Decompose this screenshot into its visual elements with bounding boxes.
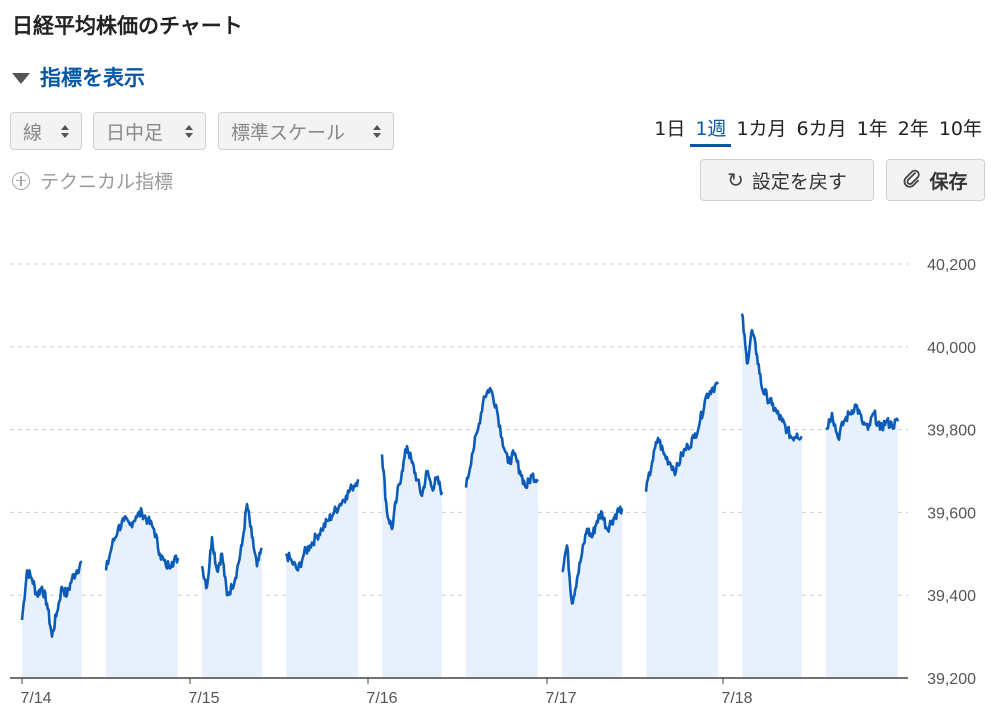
session-area [742, 313, 802, 678]
reset-button[interactable]: ↻ 設定を戻す [700, 159, 874, 201]
chart-type-select[interactable]: 線 [10, 112, 82, 150]
save-button[interactable]: 保存 [886, 159, 985, 201]
session-area [382, 446, 442, 678]
tab-1y[interactable]: 1年 [856, 118, 888, 140]
grid-layer [10, 263, 908, 596]
session-area [826, 404, 898, 678]
axis-layer: 40,200 40,000 39,800 39,600 39,400 39,200 7/14… [10, 257, 976, 707]
y-tick-label: 39,200 [927, 671, 976, 688]
save-label: 保存 [929, 170, 968, 193]
series-line [200, 502, 263, 597]
x-tick-label: 7/16 [366, 690, 397, 707]
y-tick-label: 39,400 [927, 588, 976, 605]
series-line [284, 479, 360, 572]
sort-arrows-icon [175, 124, 193, 138]
session-area [22, 561, 82, 678]
refresh-icon: ↻ [727, 168, 744, 192]
chart-type-value: 線 [23, 121, 43, 144]
scale-select[interactable]: 標準スケール [218, 112, 394, 150]
session-area [646, 382, 718, 678]
series-line [644, 381, 720, 492]
y-tick-label: 39,600 [927, 505, 976, 522]
tab-1m[interactable]: 1カ月 [736, 118, 787, 140]
tab-10y[interactable]: 10年 [938, 118, 982, 140]
tab-2y[interactable]: 2年 [897, 118, 929, 140]
session-area [562, 506, 622, 678]
x-tick-label: 7/15 [188, 690, 219, 707]
triangle-down-icon [12, 72, 30, 84]
session-area [106, 508, 178, 678]
paperclip-icon [903, 168, 921, 193]
session-area [466, 388, 538, 678]
tab-1w[interactable]: 1週 [690, 114, 732, 147]
series-line [20, 560, 83, 638]
series-line [104, 506, 180, 571]
x-tick-label: 7/18 [721, 690, 752, 707]
indicator-toggle[interactable]: 指標を表示 [12, 62, 145, 92]
series-line [825, 403, 900, 441]
reset-label: 設定を戻す [751, 170, 847, 193]
y-tick-label: 39,800 [927, 423, 976, 440]
period-tabs: 1日 1週 1カ月 6カ月 1年 2年 10年 [649, 114, 987, 147]
indicator-toggle-label: 指標を表示 [40, 66, 145, 90]
add-technical-indicator[interactable]: テクニカル指標 [12, 167, 173, 194]
series-line [561, 505, 624, 605]
series-line [740, 313, 803, 442]
area-layer [22, 313, 898, 678]
y-tick-label: 40,200 [927, 257, 976, 274]
session-area [202, 504, 262, 678]
tab-1d[interactable]: 1日 [654, 118, 686, 140]
technical-label: テクニカル指標 [40, 171, 174, 193]
sort-arrows-icon [363, 124, 381, 138]
session-area [286, 479, 358, 678]
series-line [464, 386, 539, 489]
plus-circle-icon [12, 171, 30, 190]
x-tick-label: 7/17 [545, 690, 576, 707]
interval-select[interactable]: 日中足 [93, 112, 206, 150]
page-title: 日経平均株価のチャート [12, 14, 243, 38]
interval-value: 日中足 [106, 121, 164, 144]
tab-6m[interactable]: 6カ月 [796, 118, 847, 140]
x-tick-label: 7/14 [20, 690, 51, 707]
scale-value: 標準スケール [231, 121, 346, 144]
line-layer [20, 313, 900, 638]
series-line [380, 444, 444, 531]
y-tick-label: 40,000 [927, 340, 976, 357]
sort-arrows-icon [51, 124, 69, 138]
